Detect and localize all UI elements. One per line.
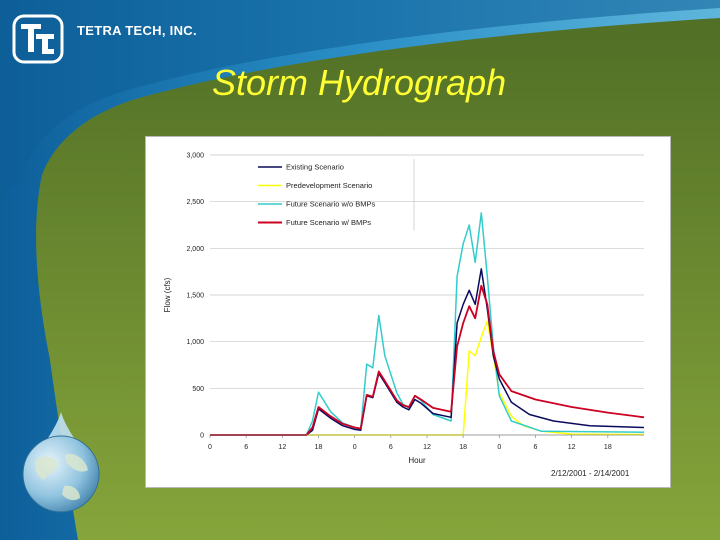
y-tick-label: 500	[192, 386, 204, 393]
x-tick-label: 6	[244, 444, 248, 451]
x-axis-ticks: 0 6 12 18 0 6 12 18 0 6 12 18	[208, 435, 612, 451]
y-tick-label: 1,500	[186, 293, 204, 300]
x-tick-label: 0	[208, 444, 212, 451]
series-line	[210, 268, 645, 436]
legend-label: Future Scenario w/o BMPs	[286, 200, 375, 209]
date-range-label: 2/12/2001 - 2/14/2001	[551, 469, 630, 478]
legend-label: Future Scenario w/ BMPs	[286, 218, 371, 227]
water-drop-globe-icon	[22, 412, 100, 513]
x-tick-label: 18	[604, 444, 612, 451]
legend: Existing Scenario Predevelopment Scenario…	[258, 159, 415, 231]
x-tick-label: 12	[278, 444, 286, 451]
company-name: TETRA TECH, INC.	[77, 23, 197, 38]
series-line	[210, 212, 645, 436]
x-tick-label: 0	[497, 444, 501, 451]
x-tick-label: 18	[315, 444, 323, 451]
series-line	[210, 320, 645, 436]
x-tick-label: 12	[423, 444, 431, 451]
x-tick-label: 18	[459, 444, 467, 451]
y-tick-label: 1,000	[186, 339, 204, 346]
page-title: Storm Hydrograph	[212, 62, 507, 103]
y-axis-label: Flow (cfs)	[163, 277, 172, 312]
tetra-tech-logo-icon	[12, 14, 64, 64]
x-axis-label: Hour	[408, 456, 426, 465]
y-tick-label: 2,500	[186, 199, 204, 206]
x-tick-label: 12	[568, 444, 576, 451]
series-line	[210, 284, 645, 436]
legend-label: Existing Scenario	[286, 163, 344, 172]
y-tick-label: 0	[200, 433, 204, 440]
y-tick-label: 2,000	[186, 246, 204, 253]
y-axis-ticks: 0 500 1,000 1,500 2,000 2,500 3,000	[186, 153, 204, 440]
chart-canvas: 0 500 1,000 1,500 2,000 2,500 3,000 0 6 12 18 0 6 12…	[163, 153, 645, 465]
series-lines	[210, 212, 645, 436]
hydrograph-chart: 0 500 1,000 1,500 2,000 2,500 3,000 0 6 12 18 0 6 12…	[145, 136, 671, 488]
x-tick-label: 6	[389, 444, 393, 451]
y-tick-label: 3,000	[186, 153, 204, 160]
gridlines	[210, 154, 644, 436]
x-tick-label: 6	[534, 444, 538, 451]
x-tick-label: 0	[353, 444, 357, 451]
legend-label: Predevelopment Scenario	[286, 181, 372, 190]
